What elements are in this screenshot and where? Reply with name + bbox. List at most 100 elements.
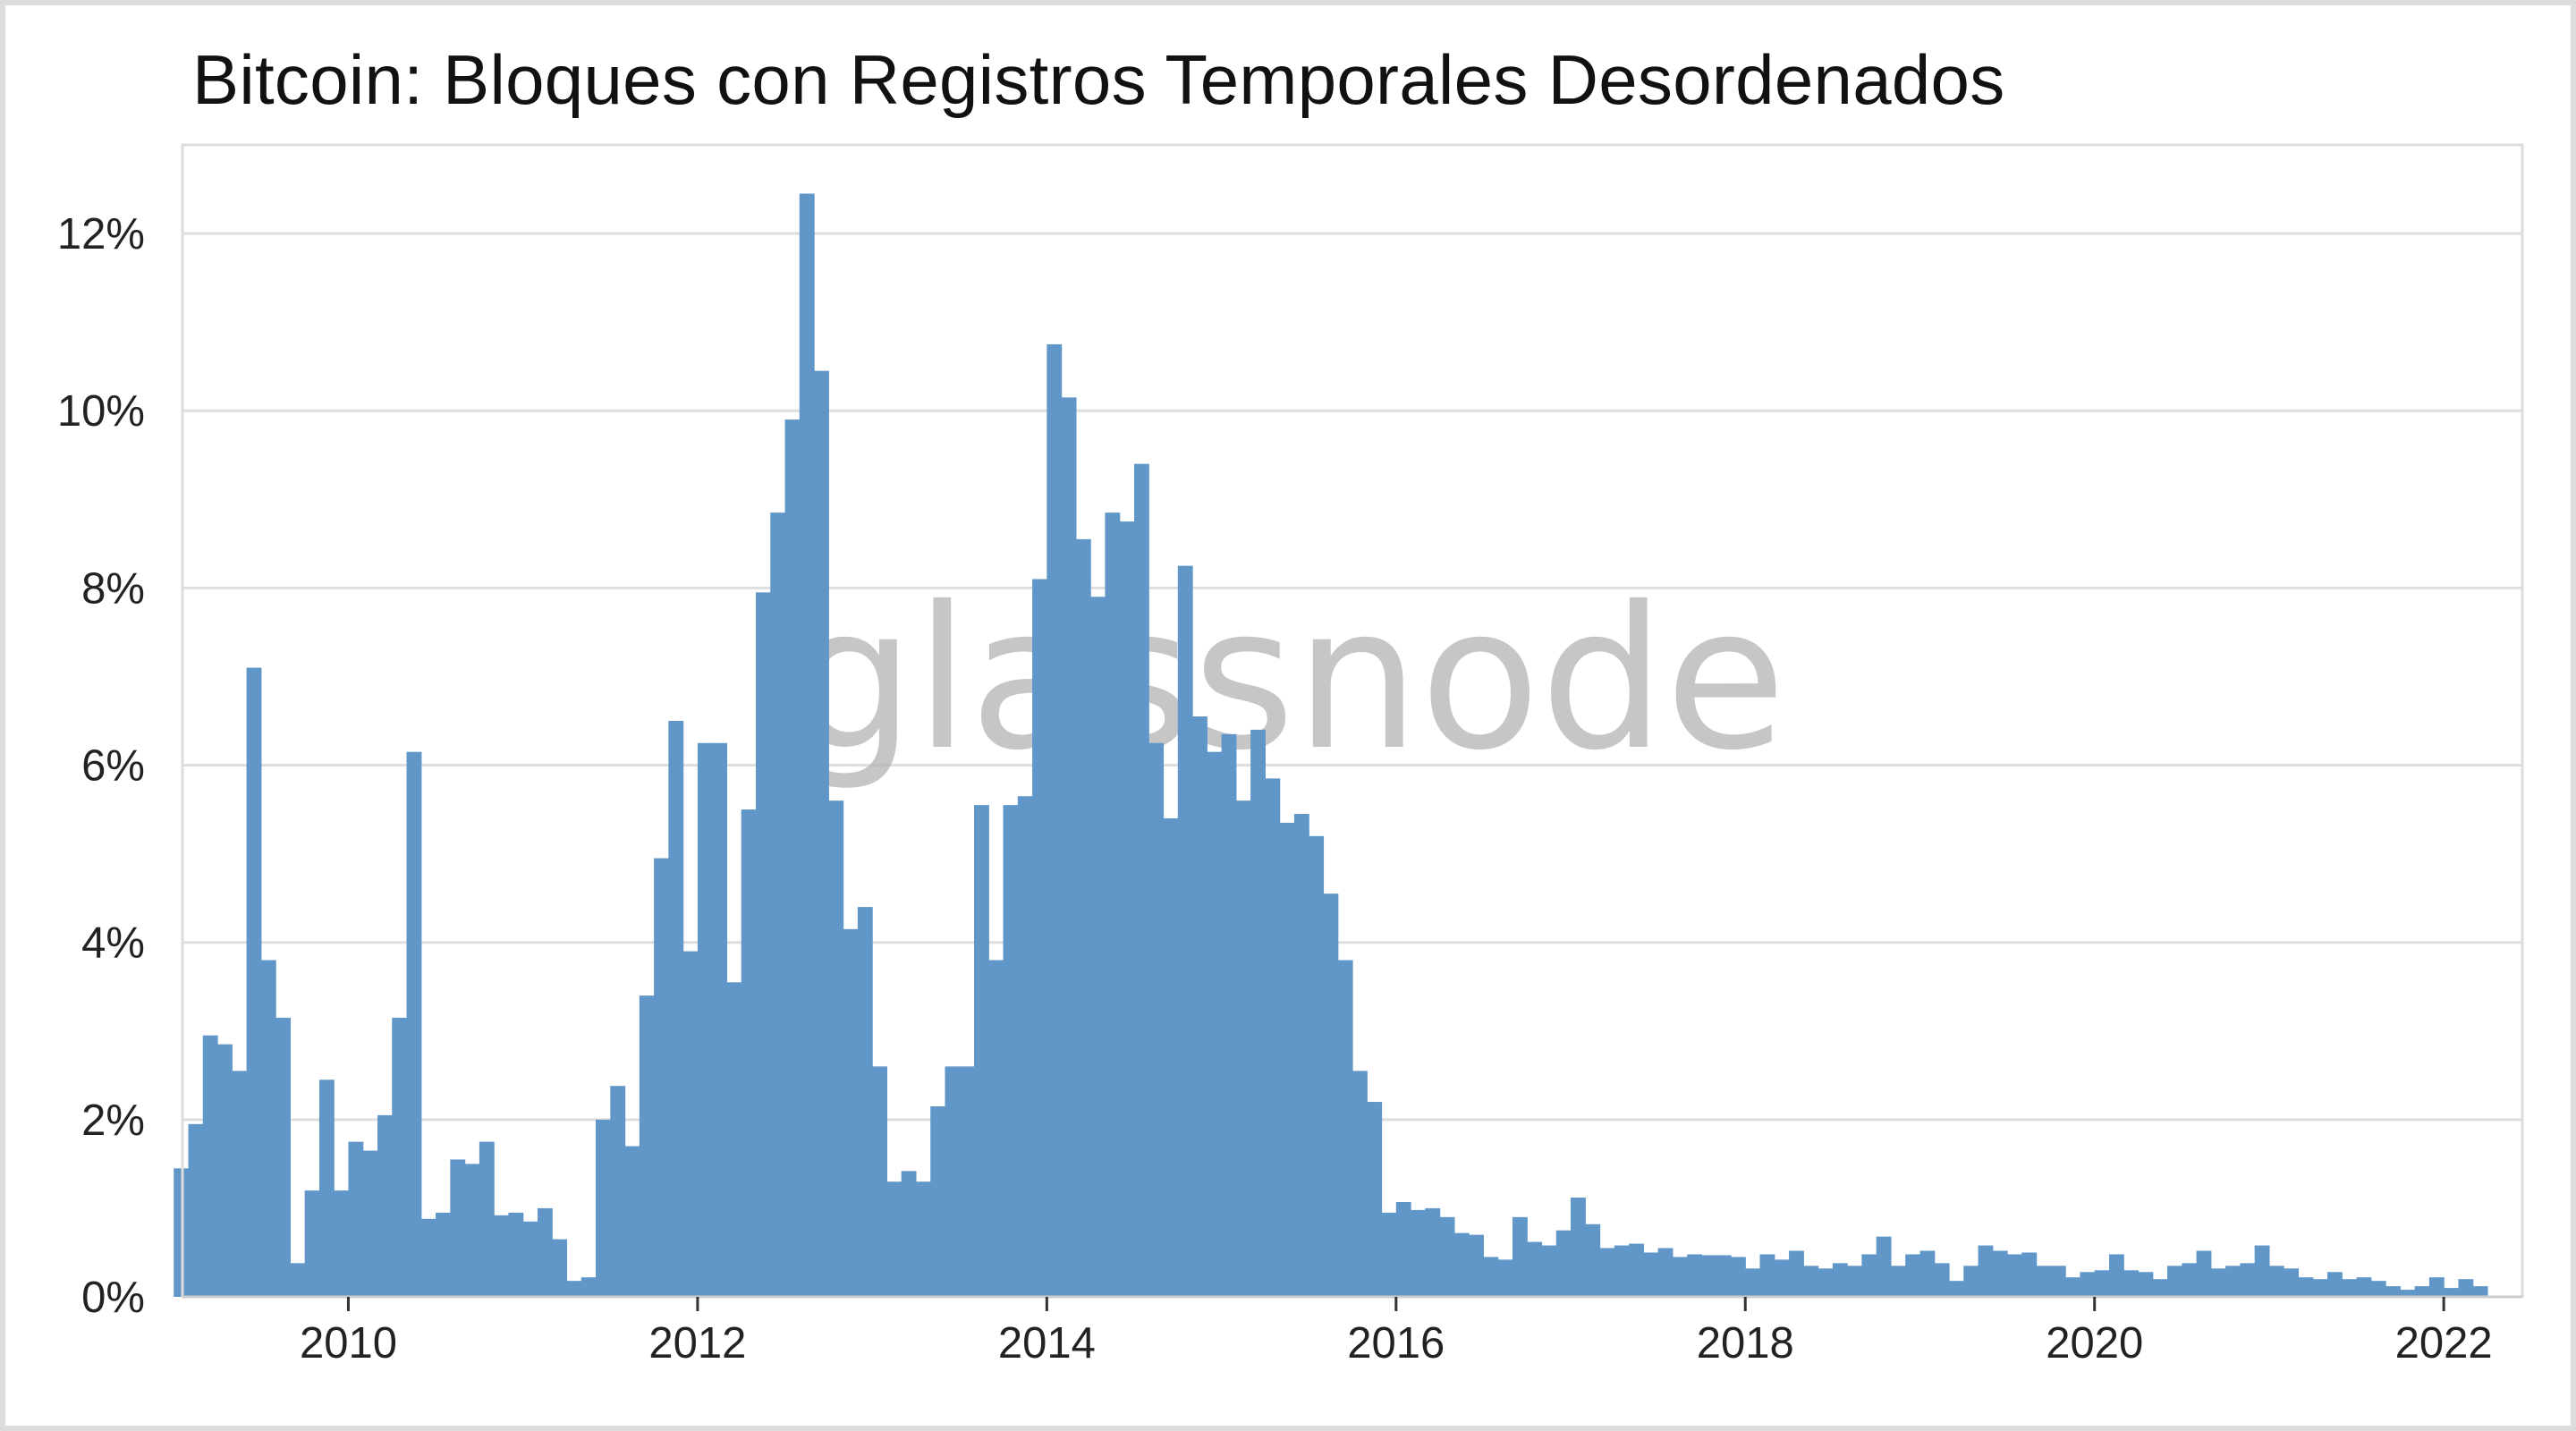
bar — [2050, 1266, 2066, 1297]
bar — [1279, 822, 1295, 1297]
bar — [1992, 1250, 2008, 1297]
bar — [1919, 1250, 1936, 1297]
bar — [494, 1215, 510, 1297]
bar — [610, 1086, 626, 1297]
bar — [1614, 1245, 1630, 1297]
bar — [974, 805, 989, 1297]
bar — [624, 1146, 640, 1297]
bar — [712, 742, 728, 1297]
bar — [318, 1080, 335, 1297]
bar — [1571, 1198, 1586, 1297]
y-tick-label: 2% — [81, 1097, 145, 1145]
bar — [886, 1181, 902, 1297]
bar — [1090, 597, 1106, 1297]
bar — [566, 1281, 582, 1297]
bar — [290, 1263, 306, 1297]
bar — [2065, 1277, 2081, 1297]
bar — [2254, 1245, 2270, 1297]
bar — [828, 800, 844, 1297]
bar — [1905, 1254, 1921, 1297]
bar — [1061, 397, 1077, 1297]
bar — [1512, 1216, 1528, 1297]
bar — [755, 592, 771, 1297]
bar — [334, 1190, 350, 1297]
bar — [1701, 1255, 1717, 1297]
bar — [202, 1035, 218, 1297]
bar — [1949, 1281, 1964, 1297]
bar — [1439, 1216, 1455, 1297]
bar — [2080, 1272, 2096, 1297]
bar — [668, 721, 684, 1297]
bar — [392, 1017, 408, 1297]
bar — [1395, 1201, 1411, 1297]
bar — [682, 951, 699, 1297]
bar — [1847, 1266, 1863, 1297]
bar — [596, 1119, 611, 1297]
x-tick-label: 2018 — [1697, 1319, 1794, 1367]
bar — [1337, 960, 1353, 1297]
x-tick-label: 2012 — [648, 1319, 746, 1367]
bar — [2036, 1266, 2052, 1297]
bar — [2108, 1254, 2124, 1297]
bar — [1789, 1250, 1804, 1297]
bar — [1221, 733, 1237, 1297]
bar — [1687, 1254, 1703, 1297]
bar — [1207, 751, 1223, 1297]
y-tick-label: 0% — [81, 1274, 145, 1322]
bar — [1963, 1266, 1979, 1297]
bar — [639, 995, 655, 1297]
bar — [726, 982, 742, 1297]
bar — [1599, 1248, 1615, 1297]
bar — [508, 1212, 524, 1297]
bar — [2094, 1270, 2110, 1297]
bar — [2414, 1286, 2430, 1297]
bar — [1934, 1263, 1950, 1297]
bar — [436, 1212, 451, 1297]
y-tick-label: 4% — [81, 919, 145, 968]
bar — [1425, 1207, 1441, 1297]
bar — [1309, 835, 1325, 1297]
bar — [2312, 1279, 2328, 1297]
bar — [450, 1159, 466, 1297]
x-tick-label: 2020 — [2046, 1319, 2143, 1367]
bar — [872, 1066, 888, 1297]
bar — [1075, 538, 1091, 1297]
bar — [1119, 521, 1135, 1297]
bar — [1250, 729, 1266, 1297]
bar — [1774, 1259, 1790, 1297]
bar — [1483, 1257, 1499, 1297]
bar — [2167, 1266, 2182, 1297]
bar — [2385, 1286, 2401, 1297]
bar — [988, 960, 1004, 1297]
bar — [522, 1221, 538, 1297]
bar — [1832, 1263, 1848, 1297]
bar — [843, 928, 859, 1297]
bar — [1046, 343, 1063, 1297]
bar — [1978, 1245, 1994, 1297]
bar — [2342, 1279, 2358, 1297]
bar — [2444, 1288, 2460, 1297]
bar — [2268, 1266, 2284, 1297]
bar — [1192, 716, 1208, 1297]
bar — [2196, 1250, 2212, 1297]
bar — [1643, 1252, 1659, 1297]
bar — [1105, 512, 1121, 1297]
glassnode-watermark: glassnode — [790, 564, 1786, 793]
bar — [2240, 1263, 2256, 1297]
bar — [1017, 796, 1033, 1297]
x-tick-label: 2022 — [2395, 1319, 2493, 1367]
bar — [362, 1150, 378, 1297]
y-tick-label: 10% — [57, 387, 145, 436]
bar — [2298, 1277, 2314, 1297]
bar — [2138, 1272, 2154, 1297]
bar — [420, 1218, 436, 1297]
bar — [232, 1071, 248, 1297]
chart-title: Bitcoin: Bloques con Registros Temporale… — [192, 40, 2005, 119]
x-tick-label: 2016 — [1347, 1319, 1445, 1367]
bar — [915, 1181, 931, 1297]
bar — [1876, 1236, 1892, 1297]
y-tick-label: 12% — [57, 210, 145, 258]
bar — [1235, 800, 1251, 1297]
bar — [1381, 1212, 1397, 1297]
bar — [1745, 1268, 1761, 1297]
